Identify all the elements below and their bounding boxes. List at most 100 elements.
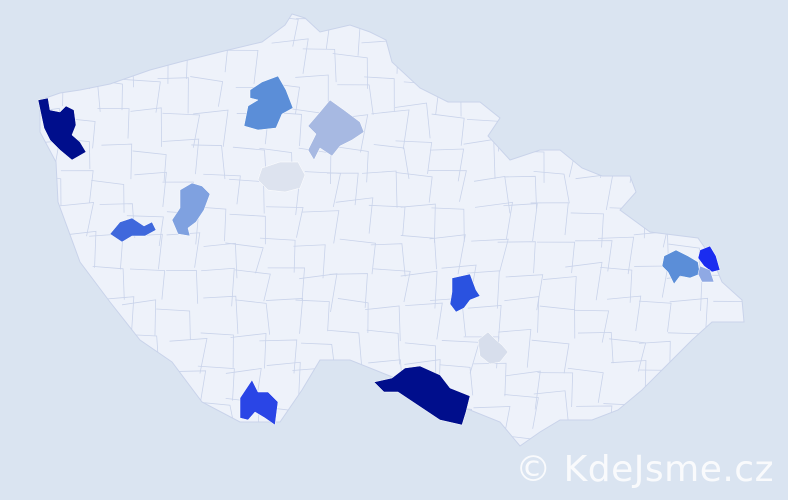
watermark-logo: © KdeJsme.cz xyxy=(515,449,774,490)
district-border xyxy=(506,44,546,78)
district-border xyxy=(259,237,296,273)
district-border xyxy=(640,112,675,148)
district-border xyxy=(474,201,513,240)
district-east-3[interactable] xyxy=(697,265,715,283)
district-center-2[interactable] xyxy=(257,161,306,193)
district-border xyxy=(364,76,395,112)
district-nw-1[interactable] xyxy=(37,97,87,161)
district-border xyxy=(40,297,61,334)
district-border xyxy=(129,268,166,300)
district-border xyxy=(501,75,535,107)
district-east-1[interactable] xyxy=(661,249,701,285)
district-border xyxy=(464,467,497,500)
district-border xyxy=(643,399,679,435)
district-border xyxy=(123,79,161,113)
district-border xyxy=(365,305,401,342)
district-border xyxy=(735,335,744,369)
district-border xyxy=(361,424,393,446)
district-border xyxy=(191,144,226,180)
district-border xyxy=(64,305,97,343)
district-border xyxy=(402,20,439,53)
district-border xyxy=(92,364,130,400)
district-east-2[interactable] xyxy=(697,245,721,273)
district-border xyxy=(156,469,191,500)
district-border xyxy=(55,406,92,441)
district-border xyxy=(124,361,162,397)
district-border xyxy=(101,143,133,180)
district-border xyxy=(667,135,705,174)
district-border xyxy=(734,240,744,278)
district-border xyxy=(57,202,95,237)
district-border xyxy=(330,371,368,409)
district-border xyxy=(166,270,199,304)
district-border xyxy=(337,84,374,115)
district-border xyxy=(372,268,411,303)
district-border xyxy=(203,295,239,334)
district-border xyxy=(405,302,443,340)
district-border xyxy=(203,242,238,279)
district-border xyxy=(298,460,333,494)
district-border xyxy=(267,267,305,301)
district-border xyxy=(736,76,744,118)
district-border xyxy=(40,429,66,446)
district-border xyxy=(577,331,614,364)
district-border xyxy=(395,172,433,203)
district-border xyxy=(497,14,534,47)
district-border xyxy=(633,41,671,74)
district-border xyxy=(168,370,207,407)
district-border xyxy=(498,328,532,368)
district-border xyxy=(166,232,201,268)
district-border xyxy=(431,113,465,146)
district-border xyxy=(743,370,744,406)
district-center-1[interactable] xyxy=(449,273,481,313)
district-border xyxy=(373,144,410,180)
district-border xyxy=(543,42,581,74)
district-border xyxy=(327,329,362,365)
district-border xyxy=(302,400,341,432)
district-border xyxy=(225,242,264,274)
district-border xyxy=(468,431,503,446)
district-border xyxy=(132,465,162,500)
district-north-1[interactable] xyxy=(243,75,294,131)
district-border xyxy=(162,138,200,175)
district-border xyxy=(429,234,466,275)
district-border xyxy=(431,207,465,242)
district-border xyxy=(338,407,374,439)
district-south-1[interactable] xyxy=(373,365,471,426)
district-border xyxy=(467,304,502,340)
district-border xyxy=(271,38,309,74)
district-north-2[interactable] xyxy=(307,99,365,161)
district-border xyxy=(705,210,740,247)
district-border xyxy=(534,107,568,145)
district-west-2[interactable] xyxy=(171,182,211,237)
district-border xyxy=(736,105,744,142)
district-border xyxy=(679,361,713,395)
district-border xyxy=(638,300,672,332)
district-border xyxy=(745,135,780,172)
district-border xyxy=(607,295,642,332)
district-border xyxy=(404,342,437,377)
district-border xyxy=(326,172,359,206)
district-border xyxy=(543,276,577,311)
district-border xyxy=(121,299,157,336)
district-border xyxy=(265,462,303,494)
district-border xyxy=(471,14,509,49)
district-border xyxy=(169,338,208,374)
district-border xyxy=(331,454,364,494)
district-border xyxy=(40,206,60,239)
district-border xyxy=(196,428,231,446)
district-border xyxy=(468,45,503,79)
district-west-1[interactable] xyxy=(109,217,157,243)
district-border xyxy=(429,45,465,79)
district-border xyxy=(40,53,57,90)
district-border xyxy=(536,73,573,110)
district-border xyxy=(536,20,571,52)
district-border xyxy=(610,360,647,398)
district-south-3[interactable] xyxy=(477,331,509,365)
district-border xyxy=(504,175,537,210)
district-south-2[interactable] xyxy=(239,379,279,426)
district-border xyxy=(55,328,88,365)
district-border xyxy=(230,457,265,498)
district-border xyxy=(403,44,442,78)
